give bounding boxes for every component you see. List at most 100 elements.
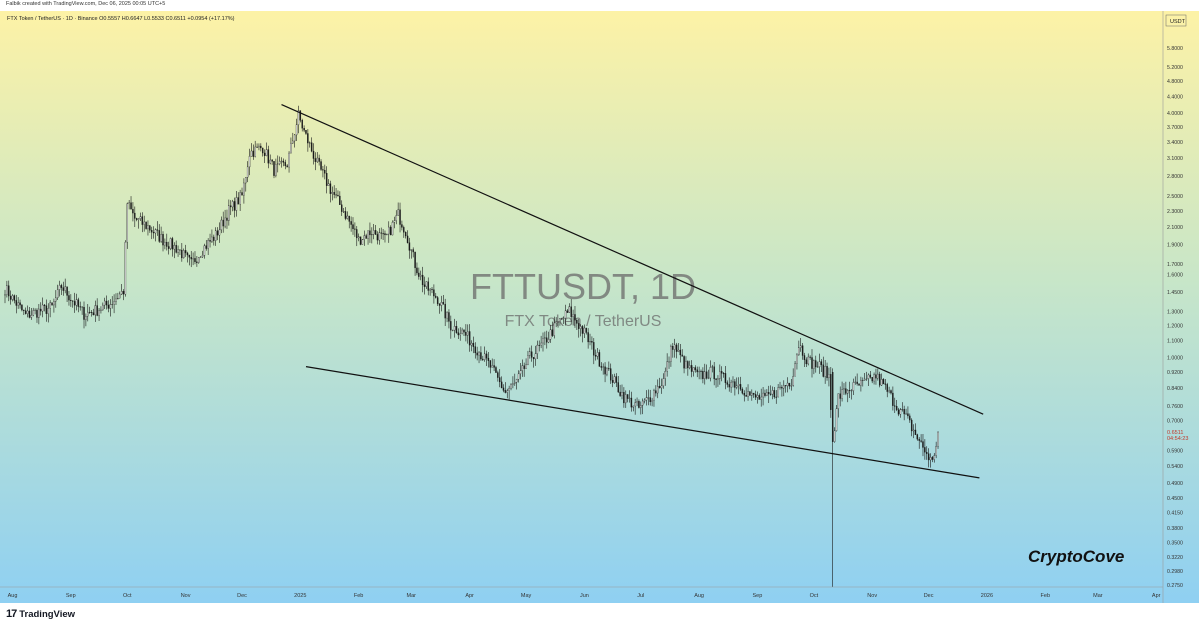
candle-body — [553, 322, 556, 336]
candle-body — [28, 310, 31, 318]
candle-body — [356, 229, 358, 239]
candle-body — [213, 236, 215, 241]
candle-body — [756, 395, 759, 398]
candle-body — [141, 216, 144, 225]
candle-body — [700, 370, 702, 372]
candle-body — [510, 384, 512, 389]
candle-body — [713, 366, 715, 380]
candle-body — [499, 377, 501, 383]
candle-body — [720, 371, 723, 374]
candle-body — [465, 332, 467, 336]
candle-body — [572, 314, 574, 318]
candle-body — [790, 385, 793, 387]
symbol-line: FTX Token / TetherUS · 1D · Binance O0.5… — [7, 16, 235, 22]
candle-body — [154, 229, 157, 234]
candle-body — [768, 392, 770, 395]
candle-body — [521, 365, 524, 372]
candle-body — [316, 157, 318, 162]
price-chart[interactable]: FTTUSDT, 1D FTX Token / TetherUS FTX Tok… — [0, 11, 1199, 603]
trendline-upper[interactable] — [281, 104, 984, 415]
candle-body — [38, 308, 40, 318]
candle-body — [13, 295, 16, 301]
candle-body — [711, 366, 714, 368]
candle-body — [807, 356, 809, 365]
candle-body — [376, 234, 379, 241]
candle-body — [854, 381, 856, 383]
candle-body — [843, 388, 845, 390]
candle-body — [120, 291, 123, 295]
y-tick-label: 0.5900 — [1167, 449, 1183, 455]
candle-body — [378, 232, 381, 241]
candle-body — [931, 457, 934, 460]
candle-body — [322, 169, 324, 171]
candle-body — [41, 304, 44, 312]
candle-body — [527, 355, 529, 365]
candle-body — [611, 379, 614, 383]
candle-body — [263, 152, 266, 156]
candle-body — [613, 376, 616, 383]
x-tick-label: Apr — [465, 593, 474, 599]
candle-body — [525, 364, 527, 369]
candle-body — [113, 301, 115, 305]
x-tick-label: Sep — [66, 593, 76, 599]
candle-body — [273, 161, 275, 176]
trendline-lower[interactable] — [305, 366, 980, 479]
candle-body — [912, 429, 915, 432]
candle-body — [448, 312, 450, 322]
candle-body — [762, 392, 764, 398]
candle-body — [181, 249, 183, 259]
candle-body — [690, 365, 693, 372]
candle-body — [98, 310, 100, 316]
candle-body — [124, 241, 127, 295]
time-axis[interactable]: Aug Sep Oct Nov Dec 2025 Feb Mar Apr May Jun Jul Aug… — [0, 586, 1163, 599]
candle-body — [442, 302, 445, 305]
candle-body — [47, 308, 49, 314]
candle-body — [152, 231, 155, 234]
candle-body — [538, 344, 540, 346]
y-tick-label: 0.7000 — [1167, 418, 1183, 424]
candle-body — [261, 147, 264, 154]
candle-body — [85, 316, 87, 320]
candle-body — [882, 378, 885, 385]
candle-body — [508, 388, 510, 391]
x-tick-label: 2026 — [981, 593, 993, 599]
candle-body — [145, 221, 147, 229]
candle-body — [440, 302, 443, 306]
candle-body — [562, 317, 565, 320]
candle-body — [758, 395, 761, 400]
x-tick-label: Feb — [1041, 593, 1050, 599]
candle-body — [158, 230, 160, 242]
candle-body — [820, 361, 823, 366]
candle-body — [497, 372, 499, 378]
candle-body — [135, 218, 138, 220]
candle-body — [847, 390, 849, 394]
candle-body — [495, 367, 497, 373]
candle-body — [369, 230, 371, 236]
candle-body — [453, 326, 456, 331]
candle-body — [207, 240, 209, 249]
candle-body — [585, 327, 587, 333]
price-axis[interactable]: USDT 5.8000 5.2000 4.8000 4.4000 4.0000 3.700… — [1162, 11, 1188, 603]
candle-body — [461, 329, 463, 334]
candle-body — [594, 355, 597, 357]
candle-body — [137, 218, 140, 220]
tradingview-logo[interactable]: 17 TradingView — [6, 608, 75, 620]
candle-body — [309, 142, 311, 144]
candle-body — [365, 235, 367, 239]
candle-body — [81, 306, 83, 308]
candle-body — [529, 351, 531, 356]
x-tick-label: Nov — [867, 593, 877, 599]
candle-body — [457, 332, 460, 336]
candle-body — [856, 381, 858, 384]
x-tick-label: Oct — [810, 593, 819, 599]
candle-body — [480, 352, 482, 360]
candle-body — [483, 353, 486, 360]
candle-body — [198, 257, 200, 263]
candle-body — [111, 304, 113, 306]
candle-body — [467, 331, 469, 336]
candle-body — [632, 405, 635, 408]
candle-body — [540, 342, 542, 346]
candle-body — [623, 392, 625, 404]
candle-body — [468, 331, 471, 346]
candle-body — [156, 229, 159, 231]
